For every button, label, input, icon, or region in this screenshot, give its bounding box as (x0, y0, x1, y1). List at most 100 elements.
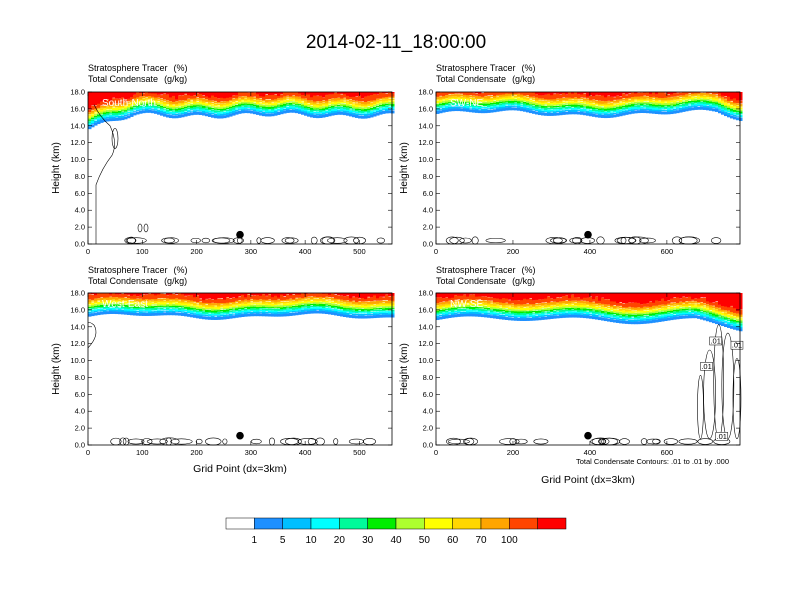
tracer-cell (340, 299, 344, 302)
tracer-cell (736, 313, 740, 317)
tracer-cell (565, 101, 569, 103)
tracer-cell (679, 315, 683, 319)
tracer-cell (463, 299, 467, 303)
tracer-cell (388, 103, 392, 105)
tracer-cell (103, 108, 107, 111)
tracer-cell (262, 304, 266, 307)
tracer-cell (391, 304, 395, 307)
tracer-cell (223, 92, 227, 99)
x-tick-label: 200 (190, 247, 203, 256)
tracer-cell (706, 98, 710, 101)
tracer-cell (712, 103, 716, 106)
tracer-cell (529, 303, 533, 306)
tracer-cell (373, 293, 377, 296)
tracer-cell (550, 94, 554, 100)
tracer-cell (676, 110, 680, 114)
tracer-cell (631, 311, 635, 313)
tracer-cell (712, 106, 716, 109)
tracer-cell (319, 113, 323, 116)
tracer-cell (457, 293, 461, 296)
tracer-cell (595, 104, 599, 106)
tracer-cell (592, 311, 596, 314)
tracer-cell (445, 313, 449, 316)
tracer-cell (109, 309, 113, 312)
tracer-cell (376, 104, 380, 106)
tracer-cell (235, 94, 239, 99)
tracer-cell (577, 111, 581, 115)
tracer-cell (355, 297, 359, 303)
tracer-cell (274, 107, 278, 109)
tracer-cell (142, 96, 146, 99)
y-tick-label: 2.0 (75, 424, 85, 433)
tracer-cell (358, 92, 362, 96)
tracer-cell (211, 299, 215, 303)
tracer-cell (703, 98, 707, 101)
tracer-cell (550, 107, 554, 110)
tracer-cell (121, 117, 125, 121)
tracer-cell (727, 316, 731, 318)
tracer-cell (622, 312, 626, 315)
tracer-cell (622, 319, 626, 321)
tracer-cell (199, 310, 203, 313)
tracer-cell (631, 312, 635, 314)
tracer-cell (718, 92, 722, 97)
tracer-cell (217, 113, 221, 116)
tracer-cell (346, 304, 350, 307)
tracer-cell (100, 118, 104, 120)
tracer-cell (673, 93, 677, 97)
tracer-cell (361, 305, 365, 308)
tracer-cell (439, 309, 443, 312)
tracer-cell (724, 108, 728, 110)
tracer-cell (574, 92, 578, 98)
y-axis-label: Height (km) (51, 142, 62, 194)
tracer-cell (631, 309, 635, 311)
tracer-cell (487, 306, 491, 308)
tracer-cell (331, 112, 335, 116)
tracer-cell (388, 300, 392, 304)
tracer-cell (154, 294, 158, 300)
tracer-shading (88, 293, 395, 320)
tracer-cell (169, 307, 173, 309)
tracer-cell (460, 312, 464, 314)
tracer-cell (118, 306, 122, 308)
tracer-cell (382, 312, 386, 315)
tracer-cell (670, 102, 674, 105)
tracer-cell (535, 299, 539, 304)
tracer-cell (340, 305, 344, 307)
tracer-cell (268, 99, 272, 102)
tracer-cell (355, 106, 359, 109)
tracer-cell (178, 113, 182, 115)
tracer-cell (565, 106, 569, 109)
tracer-cell (544, 298, 548, 303)
tracer-cell (127, 110, 131, 112)
tracer-cell (658, 293, 662, 302)
tracer-cell (565, 293, 569, 296)
tracer-cell (325, 306, 329, 308)
tracer-cell (556, 107, 560, 110)
tracer-cell (730, 293, 734, 306)
tracer-cell (670, 305, 674, 307)
tracer-cell (451, 314, 455, 318)
tracer-cell (229, 305, 233, 307)
tracer-cell (343, 310, 347, 313)
tracer-cell (331, 293, 335, 298)
tracer-cell (181, 109, 185, 112)
tracer-cell (328, 94, 332, 100)
tracer-cell (574, 302, 578, 306)
tracer-cell (382, 309, 386, 312)
tracer-cell (703, 315, 707, 317)
tracer-cell (145, 311, 149, 313)
tracer-cell (313, 303, 317, 306)
tracer-cell (247, 310, 251, 312)
tracer-cell (361, 105, 365, 107)
tracer-cell (112, 112, 116, 116)
tracer-cell (271, 301, 275, 304)
tracer-cell (100, 105, 104, 108)
tracer-cell (280, 303, 284, 305)
tracer-cell (280, 308, 284, 311)
tracer-cell (511, 98, 515, 101)
tracer-cell (586, 308, 590, 311)
tracer-cell (436, 305, 440, 307)
tracer-cell (712, 96, 716, 99)
tracer-cell (730, 324, 734, 326)
